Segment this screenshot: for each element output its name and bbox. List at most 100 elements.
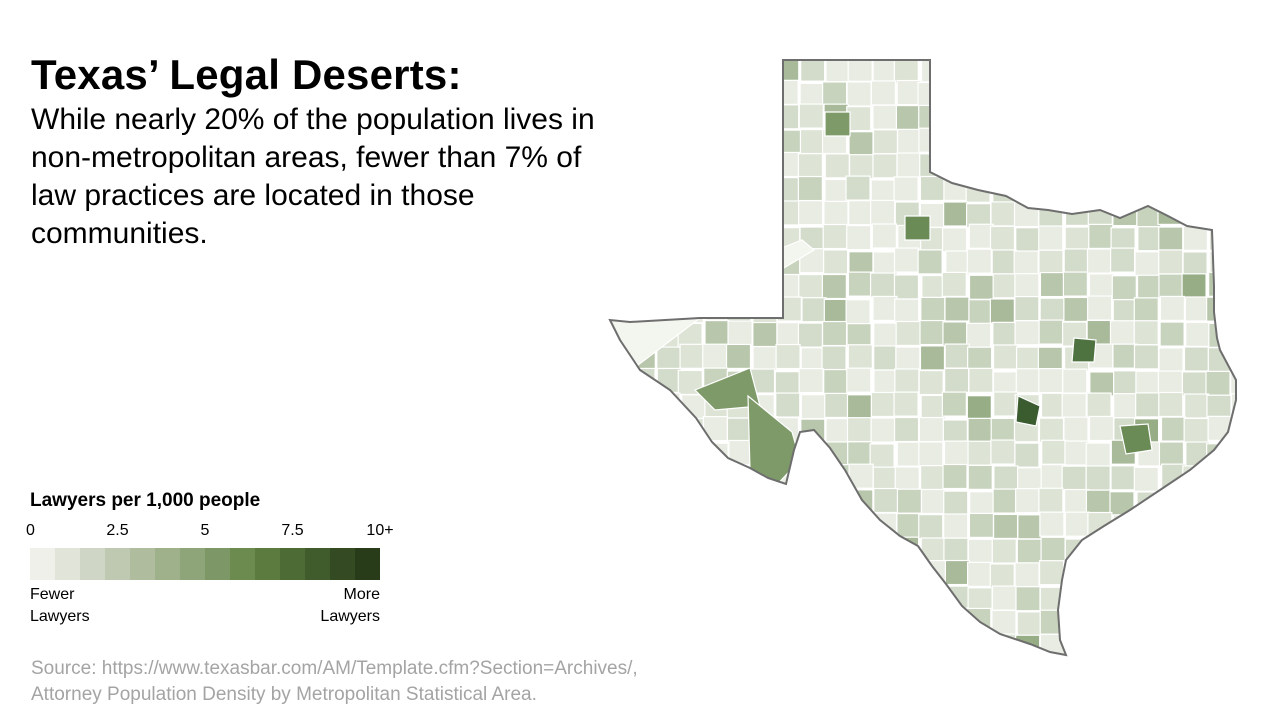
- county-cell: [846, 367, 872, 393]
- county-cell: [633, 295, 659, 321]
- county-cell: [774, 151, 800, 178]
- county-cell: [727, 247, 753, 273]
- county-cell: [1159, 633, 1185, 655]
- county-cell: [610, 250, 634, 276]
- legend: Lawyers per 1,000 people 0 2.5 5 7.5 10+…: [26, 490, 402, 628]
- county-cell: [848, 131, 874, 157]
- county-cell: [991, 82, 1017, 108]
- county-cell: [1062, 610, 1088, 636]
- county-cell: [894, 298, 920, 324]
- county-cell: [1015, 395, 1041, 427]
- county-cell: [1040, 536, 1066, 562]
- county-cell: [1064, 538, 1090, 564]
- source-line-2: Attorney Population Density by Metropoli…: [31, 684, 537, 705]
- county-cell: [681, 466, 707, 493]
- county-cell: [993, 465, 1019, 491]
- county-cell: [725, 60, 751, 85]
- county-cell: [633, 561, 659, 588]
- county-cell: [847, 609, 873, 635]
- county-cell: [1064, 562, 1091, 588]
- county-cell: [821, 320, 848, 347]
- county-cell: [1111, 631, 1137, 655]
- county-cell: [610, 610, 633, 636]
- county-cell: [705, 512, 731, 538]
- county-cell: [1232, 466, 1236, 492]
- county-cell: [1089, 586, 1115, 612]
- county-cell: [967, 538, 993, 564]
- county-cell: [895, 346, 921, 372]
- county-cell: [918, 514, 944, 540]
- county-cell: [942, 463, 968, 490]
- county-cell: [1184, 393, 1210, 419]
- county-cell: [1133, 128, 1159, 154]
- county-cell: [655, 175, 682, 201]
- county-cell: [918, 633, 945, 655]
- county-cell: [941, 153, 968, 179]
- county-cell: [1013, 250, 1039, 276]
- legend-swatch: [205, 548, 230, 580]
- county-cell: [919, 175, 946, 202]
- county-cell: [726, 129, 752, 155]
- county-cell: [846, 323, 872, 349]
- county-cell: [677, 586, 704, 612]
- county-cell: [1134, 610, 1160, 636]
- legend-tick: 7.5: [281, 522, 304, 539]
- county-cell: [631, 538, 657, 564]
- legend-low-label: Fewer Lawyers: [30, 586, 90, 625]
- county-cell: [822, 537, 848, 563]
- county-cell: [1133, 466, 1159, 492]
- county-cell: [1110, 60, 1136, 84]
- county-cell: [629, 60, 655, 85]
- county-cell: [753, 176, 779, 202]
- county-cell: [1158, 226, 1184, 252]
- county-cell: [1208, 81, 1234, 107]
- county-cell: [872, 657, 896, 665]
- county-cell: [610, 226, 632, 252]
- county-cell: [1014, 562, 1040, 588]
- county-cell: [725, 343, 752, 370]
- county-cell: [920, 537, 946, 563]
- county-cell: [752, 321, 778, 348]
- county-cell: [704, 106, 731, 132]
- county-cell: [752, 584, 778, 610]
- county-cell: [654, 586, 680, 612]
- county-cell: [1184, 296, 1210, 322]
- county-cell: [896, 512, 922, 539]
- county-cell: [1135, 83, 1161, 109]
- map-title: Texas’ Legal Deserts:: [31, 51, 462, 98]
- county-cell: [610, 466, 631, 492]
- county-cell: [847, 441, 873, 467]
- county-cell: [653, 559, 679, 586]
- county-cell: [1063, 60, 1089, 83]
- county-cell: [1234, 659, 1250, 665]
- county-cell: [920, 296, 946, 323]
- county-cell: [629, 393, 655, 419]
- county-cell: [797, 175, 823, 202]
- county-cell: [967, 79, 993, 105]
- county-cell: [678, 272, 704, 299]
- county-cell: [824, 178, 850, 205]
- county-cell: [1133, 344, 1160, 370]
- county-cell: [943, 607, 969, 633]
- county-cell: [1230, 562, 1236, 588]
- county-cell: [895, 631, 921, 655]
- county-cell: [989, 563, 1015, 589]
- county-cell: [800, 610, 827, 636]
- county-cell: [920, 394, 946, 421]
- county-cell: [1063, 248, 1089, 274]
- county-cell: [847, 60, 873, 82]
- county-cell: [800, 491, 826, 517]
- county-cell: [1071, 337, 1097, 363]
- county-cell: [729, 631, 755, 655]
- county-cell: [702, 273, 728, 299]
- county-cell: [751, 223, 778, 250]
- county-cell: [1205, 370, 1231, 396]
- county-cell: [823, 368, 849, 395]
- county-cell: [918, 369, 944, 396]
- county-cell: [704, 319, 730, 346]
- county-cell: [846, 417, 873, 443]
- county-cell: [753, 249, 779, 275]
- county-cell: [1205, 202, 1231, 228]
- county-cells: [610, 60, 1250, 665]
- county-cell: [680, 512, 706, 539]
